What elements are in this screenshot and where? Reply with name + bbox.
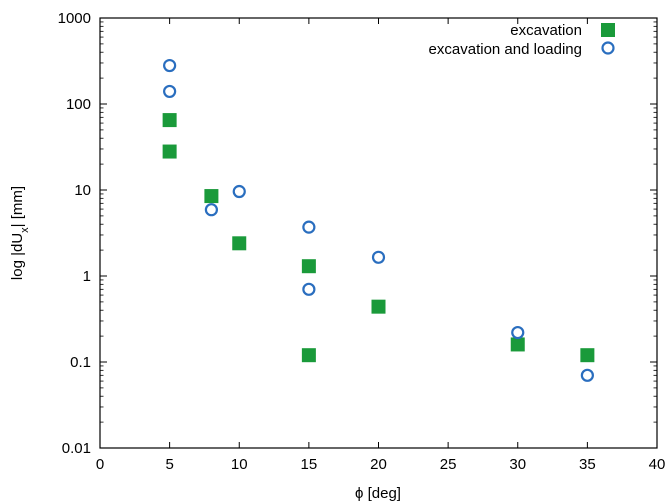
y-tick-label: 0.01 bbox=[62, 440, 91, 457]
x-tick-label: 30 bbox=[509, 456, 526, 473]
y-axis-title-subscript: x bbox=[19, 227, 31, 233]
y-tick-label: 10 bbox=[74, 182, 91, 199]
legend-label-excavation-and-loading: excavation and loading bbox=[429, 41, 582, 58]
point-excavation-and-loading bbox=[302, 220, 316, 234]
point-excavation-and-loading bbox=[371, 250, 386, 264]
y-axis-title-main: log |dU bbox=[9, 233, 26, 280]
y-tick-labels: 0.01 0.1 1 10 100 1000 bbox=[58, 10, 91, 457]
point-excavation-and-loading bbox=[163, 58, 177, 73]
legend-label-excavation: excavation bbox=[510, 22, 582, 39]
point-excavation-and-loading bbox=[204, 203, 218, 217]
axis-ticks bbox=[99, 17, 658, 449]
x-tick-label: 35 bbox=[579, 456, 596, 473]
y-tick-label: 0.1 bbox=[70, 354, 91, 371]
x-tick-labels: 0 5 10 15 20 25 30 35 40 bbox=[96, 456, 666, 473]
point-excavation bbox=[232, 236, 247, 251]
point-excavation bbox=[371, 299, 386, 314]
y-axis-title-unit: | [mm] bbox=[9, 186, 26, 227]
point-excavation-and-loading bbox=[163, 84, 177, 99]
point-excavation bbox=[162, 113, 177, 128]
legend-swatch-excavation bbox=[601, 23, 615, 37]
legend: excavation excavation and loading bbox=[429, 22, 615, 58]
point-excavation bbox=[301, 259, 316, 274]
x-tick-label: 0 bbox=[96, 456, 104, 473]
x-tick-label: 25 bbox=[440, 456, 457, 473]
data-marks bbox=[162, 58, 595, 382]
point-excavation bbox=[162, 144, 177, 159]
point-excavation bbox=[301, 348, 316, 363]
point-excavation-and-loading bbox=[232, 184, 246, 199]
plot-frame bbox=[99, 17, 658, 449]
x-axis-title: ϕ [deg] bbox=[355, 485, 401, 502]
x-tick-label: 10 bbox=[231, 456, 248, 473]
legend-swatch-excavation-and-loading bbox=[601, 41, 615, 55]
point-excavation bbox=[510, 337, 525, 352]
point-excavation-and-loading bbox=[511, 325, 525, 340]
y-tick-label: 1000 bbox=[58, 10, 91, 27]
x-tick-label: 5 bbox=[165, 456, 173, 473]
point-excavation bbox=[580, 348, 595, 363]
y-tick-label: 100 bbox=[66, 96, 91, 113]
x-tick-label: 20 bbox=[370, 456, 387, 473]
x-tick-label: 40 bbox=[649, 456, 666, 473]
point-excavation-and-loading bbox=[302, 282, 316, 296]
y-axis-title: log |dUx| [mm] bbox=[9, 186, 31, 280]
x-tick-label: 15 bbox=[301, 456, 318, 473]
point-excavation bbox=[204, 189, 219, 204]
y-tick-label: 1 bbox=[83, 268, 91, 285]
point-excavation-and-loading bbox=[580, 368, 594, 382]
